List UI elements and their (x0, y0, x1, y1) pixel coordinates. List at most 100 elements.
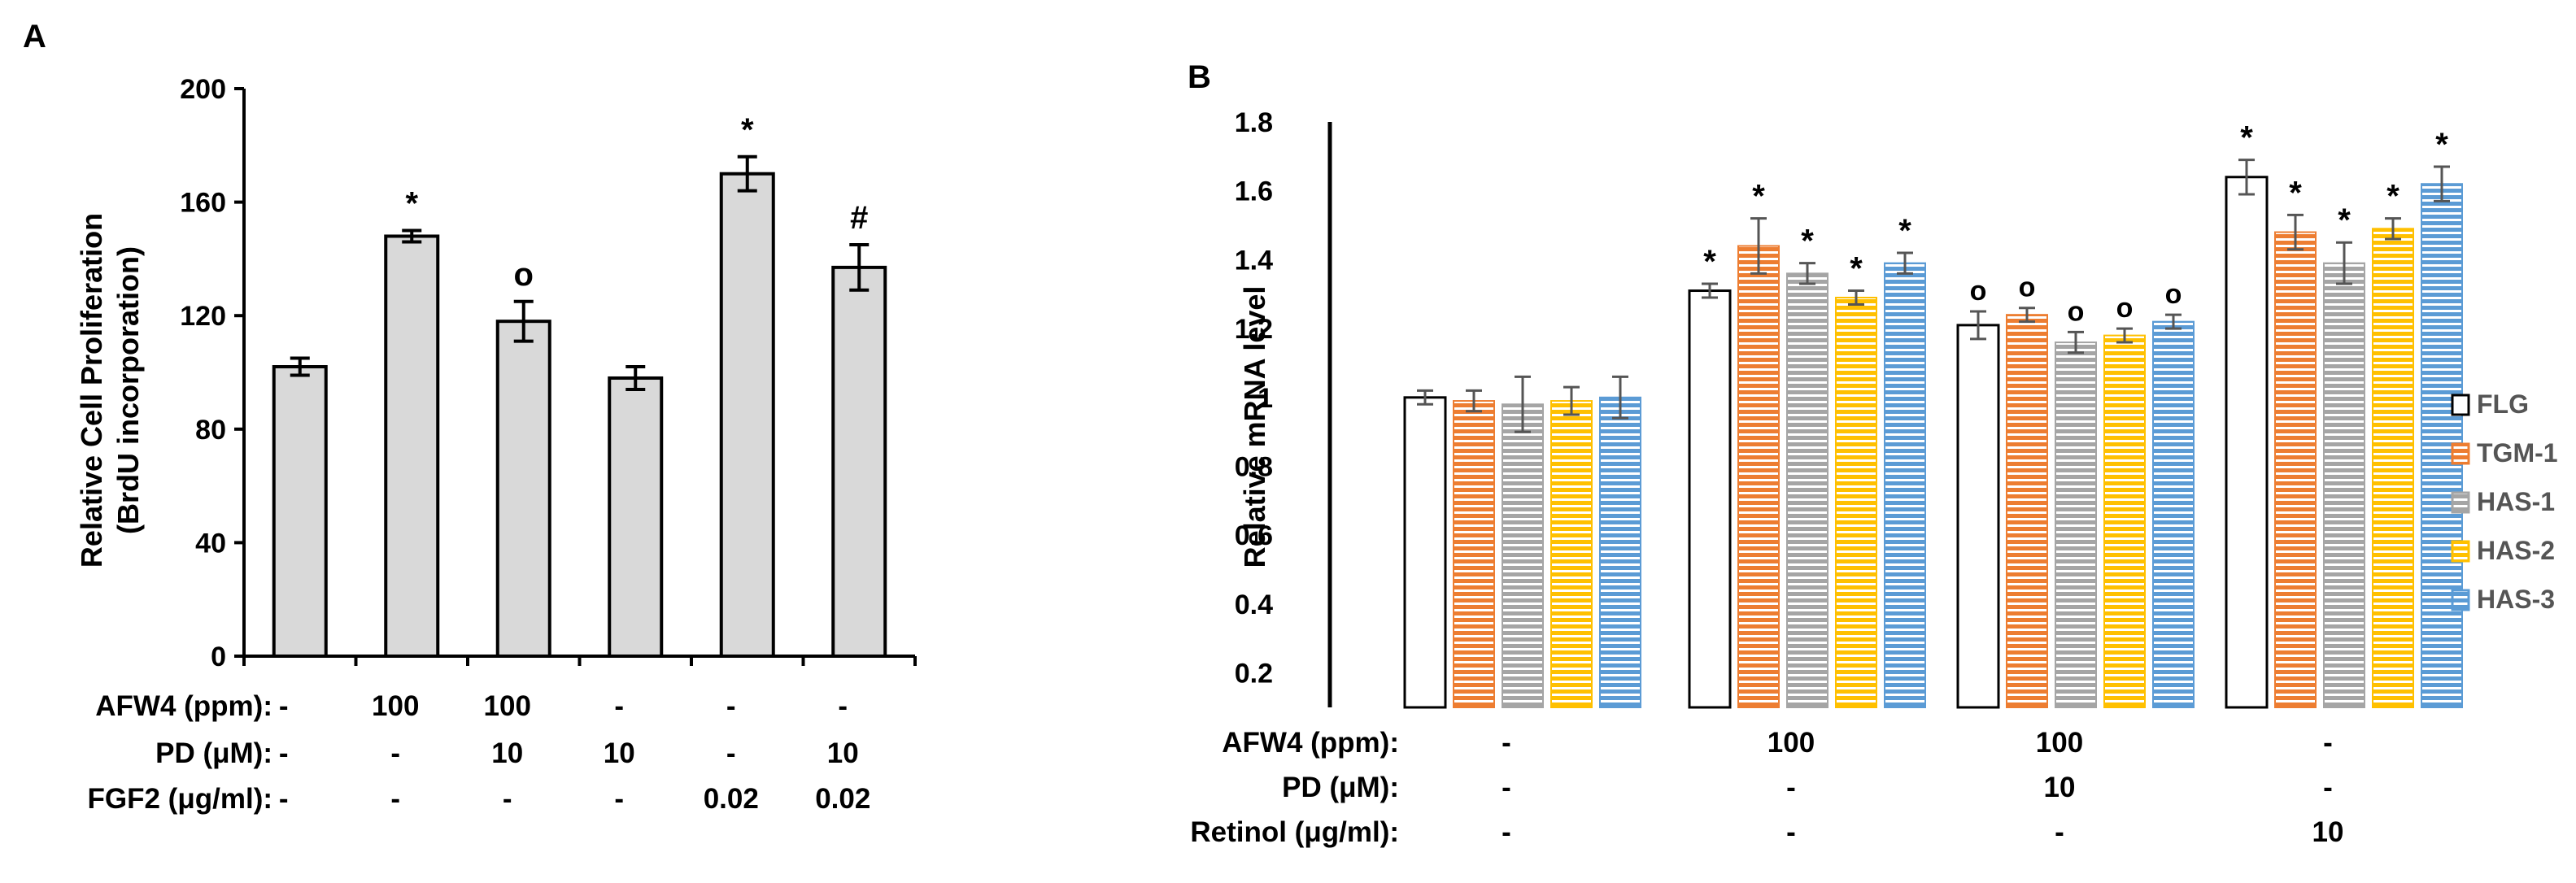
panel-b-bar-has-1 (2055, 341, 2097, 708)
panel-b-significance-mark: * (2435, 127, 2448, 163)
panel-b-ytick-label: 1.6 (1235, 176, 1273, 207)
panel-b-significance-mark: * (1703, 244, 1716, 280)
panel-a-ylabel-line2: (BrdU incorporation) (111, 246, 145, 534)
panel-b-significance-mark: * (2289, 175, 2302, 211)
panel-b-condition-value: - (2055, 816, 2064, 848)
panel-b-condition-value: 100 (2036, 727, 2083, 759)
panel-b-bar-flg (1688, 289, 1732, 709)
panel-a-condition-value: - (279, 737, 289, 769)
legend-label-has-1: HAS-1 (2477, 487, 2555, 516)
panel-b-condition-value: - (1502, 772, 1511, 803)
panel-b-condition-value: - (1786, 772, 1796, 803)
panel-a-condition-value: - (390, 737, 400, 769)
panel-b-ytick-label: 0.4 (1235, 589, 1273, 620)
panel-a-ytick-label: 160 (180, 188, 226, 219)
panel-b-ytick-label: 1.8 (1235, 107, 1273, 138)
legend-swatch-flg (2451, 394, 2470, 416)
panel-b-condition-value: 100 (1767, 727, 1815, 759)
panel-a-condition-value: 0.02 (815, 783, 870, 815)
panel-b-ytick-label: 0.6 (1235, 520, 1273, 551)
panel-b-ytick-label: 1 (1257, 383, 1273, 414)
panel-a-bars: * o * # (272, 112, 887, 659)
panel-a-condition-value: 100 (484, 690, 531, 722)
legend-label-tgm-1: TGM-1 (2477, 438, 2558, 468)
panel-b-bar-has-2 (2372, 228, 2414, 708)
panel-b-significance-mark: o (2116, 293, 2134, 324)
panel-b: B Relative mRNA level 0.2 0.4 0.6 0.8 1 1.2 1.… (1188, 59, 2558, 848)
panel-b-bar-has-1 (1502, 403, 1544, 708)
panel-b-bar-has-2 (1550, 400, 1593, 708)
panel-b-significance-mark: * (1898, 213, 1911, 249)
panel-b-significance-mark: o (1970, 276, 1987, 307)
panel-b-condition-value: 10 (2312, 816, 2344, 848)
panel-b-condition-label: PD (μM): (1282, 772, 1399, 803)
panel-a-condition-value: - (503, 783, 512, 815)
panel-b-ytick-label: 1.2 (1235, 314, 1273, 345)
legend-swatch-tgm-1 (2451, 442, 2470, 465)
panel-a-bar (831, 265, 887, 658)
panel-a-condition-label: PD (μM): (155, 737, 272, 769)
panel-a-condition-value: - (614, 690, 624, 722)
legend-swatch-has-2 (2451, 540, 2470, 563)
panel-a-bar (719, 172, 775, 658)
panel-b-conditions: AFW4 (ppm): - 100 100 - PD (μM): - - 10 - Retinol … (1190, 727, 2343, 848)
panel-a-bar (384, 234, 440, 659)
panel-a-significance-mark: # (850, 200, 868, 236)
panel-b-ytick-label: 0.8 (1235, 452, 1273, 483)
panel-a-bar (608, 376, 664, 658)
panel-a-ytick-label: 200 (180, 74, 226, 105)
panel-a-condition-label: FGF2 (μg/ml): (88, 783, 273, 815)
panel-b-bar-flg (2225, 176, 2269, 709)
panel-a-condition-value: - (726, 737, 736, 769)
panel-a-ytick-label: 0 (211, 642, 226, 672)
panel-b-axes: 0.2 0.4 0.6 0.8 1 1.2 1.4 1.6 1.8 (1235, 107, 1332, 707)
panel-a-condition-value: - (838, 690, 848, 722)
panel-b-significance-mark: * (1850, 251, 1863, 287)
panel-a-condition-value: - (614, 783, 624, 815)
panel-a-condition-value: 10 (491, 737, 523, 769)
panel-a-condition-value: - (279, 783, 289, 815)
panel-b-bar-tgm-1 (2006, 314, 2048, 708)
panel-b-condition-label: Retinol (μg/ml): (1190, 816, 1399, 848)
panel-b-label: B (1188, 59, 1211, 95)
panel-a-ytick-label: 120 (180, 301, 226, 332)
panel-b-bar-has-3 (1599, 396, 1641, 708)
panel-a-condition-value: - (390, 783, 400, 815)
panel-b-significance-mark: * (1801, 224, 1814, 259)
panel-b-bar-has-1 (2323, 262, 2365, 709)
panel-b-condition-value: - (2323, 727, 2333, 759)
panel-a-ytick-label: 40 (195, 528, 226, 559)
legend-label-has-3: HAS-3 (2477, 585, 2555, 614)
legend-label-has-2: HAS-2 (2477, 536, 2555, 565)
panel-b-bar-flg (1956, 324, 2000, 709)
panel-a-conditions: AFW4 (ppm): -100 100- - -PD (μM): - -10 10-10FG… (88, 690, 871, 815)
panel-a-condition-value: 10 (604, 737, 635, 769)
panel-b-significance-mark: * (2240, 120, 2253, 156)
panel-b-condition-value: - (2323, 772, 2333, 803)
panel-a-label: A (23, 19, 46, 54)
panel-a-condition-value: 100 (372, 690, 419, 722)
panel-b-bar-tgm-1 (2274, 231, 2317, 708)
panel-b-bar-has-3 (1884, 262, 1926, 709)
panel-b-bar-has-3 (2152, 320, 2195, 708)
panel-b-significance-mark: o (2068, 296, 2085, 327)
panel-b-bar-has-2 (1835, 297, 1877, 708)
panel-a-significance-mark: * (405, 186, 418, 222)
panel-a-ytick-label: 80 (195, 415, 226, 446)
panel-a-significance-mark: * (741, 112, 754, 148)
panel-b-bar-has-2 (2103, 334, 2146, 708)
panel-b-condition-value: 10 (2044, 772, 2076, 803)
panel-b-significance-mark: * (1752, 179, 1765, 215)
panel-b-bar-has-1 (1786, 272, 1828, 708)
panel-a-bar (495, 320, 551, 658)
panel-b-bar-tgm-1 (1453, 400, 1495, 708)
panel-b-significance-mark: * (2386, 179, 2399, 215)
panel-a-bar (272, 365, 328, 658)
panel-b-significance-mark: o (2165, 279, 2182, 310)
panel-b-condition-value: - (1502, 816, 1511, 848)
panel-a-condition-label: AFW4 (ppm): (95, 690, 272, 722)
panel-a-condition-value: - (726, 690, 736, 722)
legend-swatch-has-3 (2451, 589, 2470, 611)
legend-swatch-has-1 (2451, 491, 2470, 514)
